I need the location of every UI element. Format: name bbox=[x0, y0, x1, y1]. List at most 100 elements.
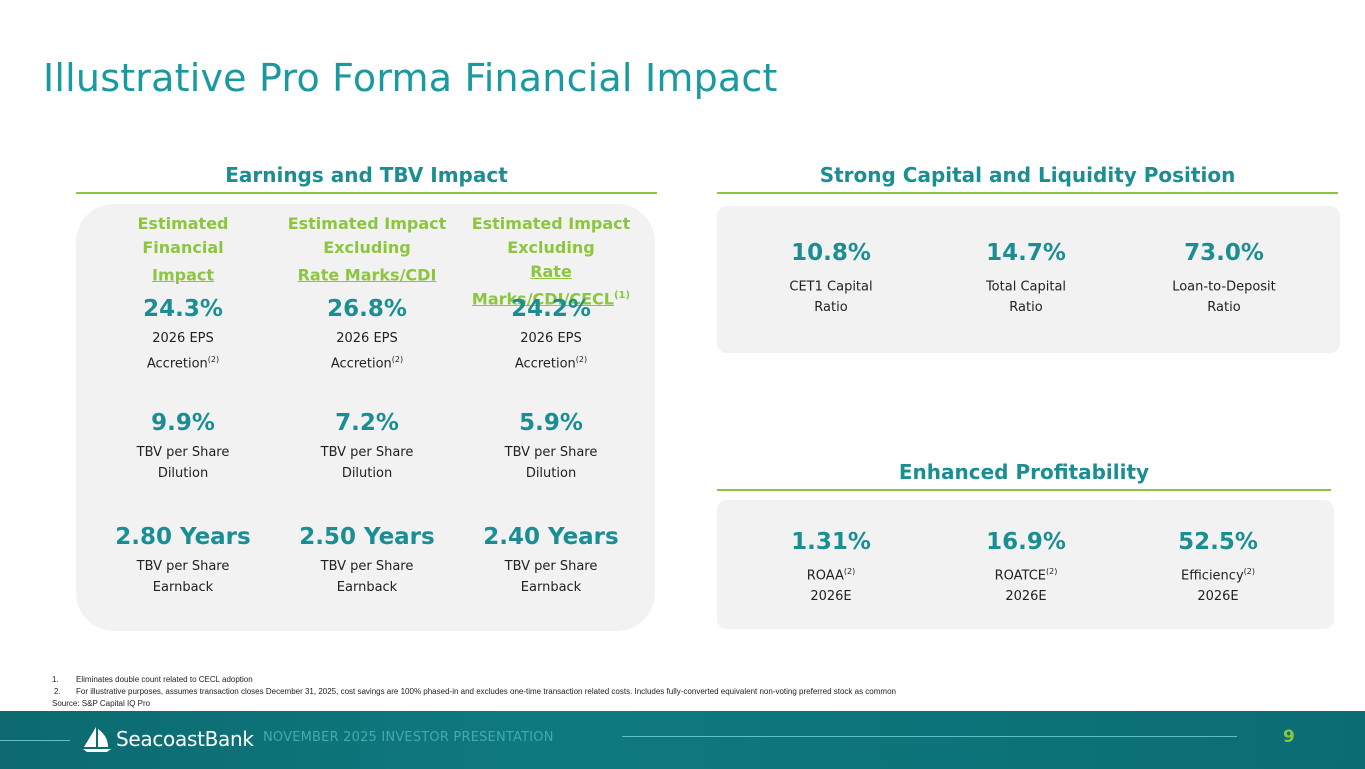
column-header: Estimated Impact Excluding Rate Marks/CD… bbox=[275, 212, 459, 287]
earnback-value: 2.80 Years bbox=[115, 524, 251, 550]
eps-label: 2026 EPS bbox=[336, 331, 398, 346]
earnings-panel bbox=[76, 204, 655, 631]
metric-label: CET1 Capital bbox=[789, 279, 873, 295]
brand-name: SeacoastBank bbox=[116, 727, 254, 751]
column-header-line: Excluding bbox=[507, 238, 595, 257]
footnote-number: 2. bbox=[54, 687, 61, 696]
page-number: 9 bbox=[1283, 727, 1295, 747]
column-header-line: Estimated Impact bbox=[287, 214, 447, 233]
footnote-ref: (2) bbox=[1046, 567, 1058, 576]
column-header-underlined: Rate Marks/CDI/CECL bbox=[471, 262, 614, 309]
earnings-column-excl-cecl: Estimated Impact Excluding Rate Marks/CD… bbox=[459, 212, 643, 311]
metric-value: 1.31% bbox=[791, 529, 871, 555]
earnback-label: TBV per Share bbox=[136, 559, 230, 574]
capital-panel bbox=[717, 206, 1340, 353]
metric-value: 14.7% bbox=[986, 240, 1066, 266]
tbv-dilution-cell: 5.9% TBV per Share Dilution bbox=[459, 410, 643, 484]
metric-label: 2026E bbox=[1197, 589, 1239, 605]
cet1-metric: 10.8% CET1 Capital Ratio bbox=[736, 240, 926, 318]
tbv-dilution-label: Dilution bbox=[157, 466, 209, 481]
roaa-metric: 1.31% ROAA(2) 2026E bbox=[736, 529, 926, 607]
footnote-text: For illustrative purposes, assumes trans… bbox=[76, 687, 896, 696]
tbv-dilution-value: 5.9% bbox=[519, 410, 583, 436]
column-header-line: Financial bbox=[142, 238, 224, 257]
earnback-label: Earnback bbox=[152, 580, 214, 595]
brand-logo: SeacoastBank bbox=[82, 725, 254, 753]
eps-value: 24.2% bbox=[511, 296, 591, 322]
metric-label: Total Capital bbox=[985, 279, 1067, 295]
footer-divider bbox=[0, 740, 70, 741]
total-capital-metric: 14.7% Total Capital Ratio bbox=[931, 240, 1121, 318]
eps-value: 24.3% bbox=[143, 296, 223, 322]
tbv-dilution-value: 9.9% bbox=[151, 410, 215, 436]
metric-value: 52.5% bbox=[1178, 529, 1258, 555]
earnback-label: TBV per Share bbox=[320, 559, 414, 574]
column-header-underlined: Impact bbox=[151, 265, 214, 285]
presentation-label: NOVEMBER 2025 INVESTOR PRESENTATION bbox=[263, 730, 554, 745]
footnote-ref: (2) bbox=[1243, 567, 1255, 576]
column-header-line: Estimated bbox=[137, 214, 229, 233]
column-header-line: Excluding bbox=[323, 238, 411, 257]
earnback-value: 2.50 Years bbox=[299, 524, 435, 550]
footnote-text: Eliminates double count related to CECL … bbox=[76, 675, 253, 684]
tbv-dilution-label: TBV per Share bbox=[504, 445, 598, 460]
sailboat-logo-icon bbox=[83, 727, 111, 752]
efficiency-metric: 52.5% Efficiency(2) 2026E bbox=[1123, 529, 1313, 607]
column-header: Estimated Financial Impact bbox=[91, 212, 275, 287]
earnback-value: 2.40 Years bbox=[483, 524, 619, 550]
footnote-ref: (2) bbox=[575, 355, 588, 364]
metric-label: Loan-to-Deposit bbox=[1172, 279, 1276, 295]
eps-accretion-cell: 24.2% 2026 EPS Accretion(2) bbox=[459, 296, 643, 374]
eps-label: Accretion bbox=[146, 356, 208, 372]
tbv-earnback-cell: 2.80 Years TBV per Share Earnback bbox=[91, 524, 275, 598]
metric-label: Ratio bbox=[814, 300, 848, 316]
footnote-item: 2. For illustrative purposes, assumes tra… bbox=[52, 686, 896, 698]
tbv-dilution-label: TBV per Share bbox=[136, 445, 230, 460]
footnotes: 1. Eliminates double count related to CEC… bbox=[52, 674, 896, 710]
footer-divider bbox=[622, 736, 1237, 737]
footer-bar: SeacoastBank NOVEMBER 2025 INVESTOR PRES… bbox=[0, 711, 1365, 769]
tbv-dilution-cell: 9.9% TBV per Share Dilution bbox=[91, 410, 275, 484]
tbv-earnback-cell: 2.40 Years TBV per Share Earnback bbox=[459, 524, 643, 598]
earnings-column-financial: Estimated Financial Impact bbox=[91, 212, 275, 287]
metric-label: Ratio bbox=[1207, 300, 1241, 316]
tbv-dilution-value: 7.2% bbox=[335, 410, 399, 436]
profitability-panel bbox=[717, 500, 1334, 629]
source-note: Source: S&P Capital IQ Pro bbox=[52, 699, 151, 708]
eps-label: Accretion bbox=[514, 356, 576, 372]
eps-label: 2026 EPS bbox=[520, 331, 582, 346]
metric-label: Efficiency bbox=[1181, 568, 1244, 584]
footnote-ref: (1) bbox=[613, 290, 631, 301]
roatce-metric: 16.9% ROATCE(2) 2026E bbox=[931, 529, 1121, 607]
earnback-label: Earnback bbox=[336, 580, 398, 595]
metric-label: 2026E bbox=[810, 589, 852, 605]
earnback-label: TBV per Share bbox=[504, 559, 598, 574]
metric-value: 16.9% bbox=[986, 529, 1066, 555]
metric-label: 2026E bbox=[1005, 589, 1047, 605]
column-header: Estimated Impact Excluding Rate Marks/CD… bbox=[459, 212, 643, 311]
footnote-ref: (2) bbox=[391, 355, 404, 364]
metric-label: ROAA bbox=[806, 568, 844, 584]
footnote-ref: (2) bbox=[843, 567, 856, 576]
eps-label: 2026 EPS bbox=[152, 331, 214, 346]
tbv-earnback-cell: 2.50 Years TBV per Share Earnback bbox=[275, 524, 459, 598]
column-header-underlined: Rate Marks/CDI bbox=[297, 265, 437, 285]
column-header-line: Estimated Impact bbox=[471, 214, 631, 233]
metric-value: 10.8% bbox=[791, 240, 871, 266]
loan-to-deposit-metric: 73.0% Loan-to-Deposit Ratio bbox=[1129, 240, 1319, 318]
metric-label: ROATCE bbox=[994, 568, 1047, 584]
eps-label: Accretion bbox=[330, 356, 392, 372]
tbv-dilution-label: Dilution bbox=[525, 466, 577, 481]
earnings-column-excl-marks: Estimated Impact Excluding Rate Marks/CD… bbox=[275, 212, 459, 287]
footnote-item: 1. Eliminates double count related to CEC… bbox=[52, 674, 896, 686]
footnote-number: 1. bbox=[52, 675, 59, 684]
earnings-section-heading: Earnings and TBV Impact bbox=[76, 162, 657, 194]
tbv-dilution-cell: 7.2% TBV per Share Dilution bbox=[275, 410, 459, 484]
profitability-section-heading: Enhanced Profitability bbox=[717, 459, 1331, 491]
eps-value: 26.8% bbox=[327, 296, 407, 322]
footnote-ref: (2) bbox=[207, 355, 220, 364]
eps-accretion-cell: 26.8% 2026 EPS Accretion(2) bbox=[275, 296, 459, 374]
page-title: Illustrative Pro Forma Financial Impact bbox=[43, 56, 778, 100]
metric-label: Ratio bbox=[1009, 300, 1043, 316]
capital-section-heading: Strong Capital and Liquidity Position bbox=[717, 162, 1338, 194]
